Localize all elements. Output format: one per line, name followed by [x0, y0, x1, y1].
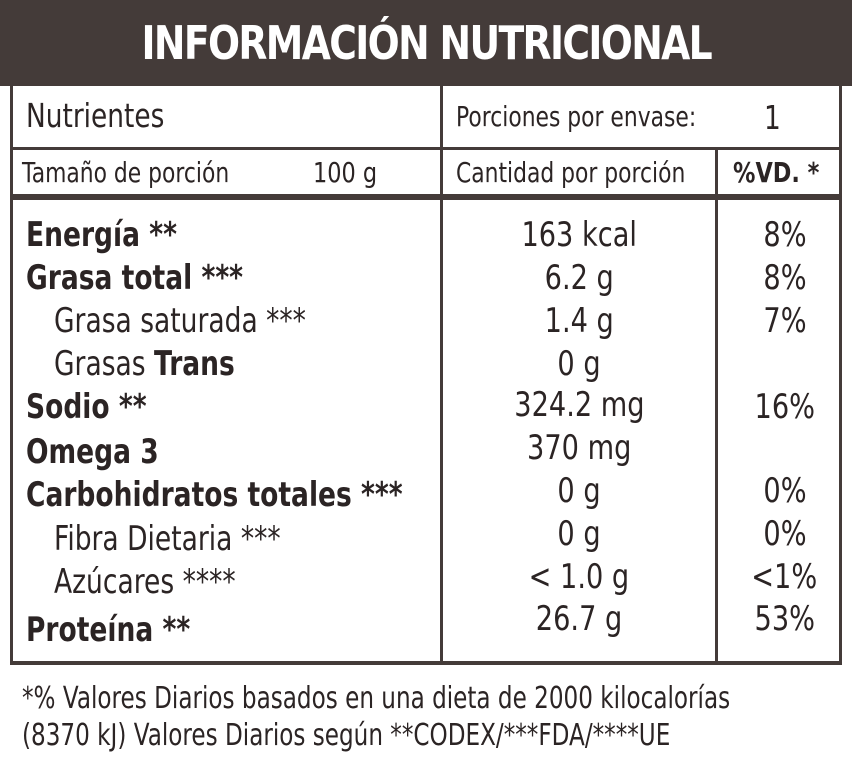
table-right-border	[839, 86, 842, 664]
nutrient-amount: 0 g	[557, 344, 601, 384]
nutrient-daily-value: 53%	[754, 599, 815, 639]
nutrient-amount: 6.2 g	[544, 258, 614, 298]
servings-per-container-value: 1	[764, 98, 781, 137]
nutrient-daily-value: 0%	[762, 514, 807, 554]
nutrient-daily-value: <1%	[751, 557, 818, 597]
table-bottom-border	[10, 661, 842, 665]
nutrient-amount: 1.4 g	[544, 301, 614, 341]
nutrient-amount: 26.7 g	[535, 599, 623, 639]
nutrient-label: Omega 3	[26, 432, 159, 472]
serving-size-label: Tamaño de porción	[22, 156, 230, 189]
nutrient-label: Grasa total ***	[26, 258, 244, 298]
nutrient-label: Grasa saturada ***	[54, 301, 306, 341]
subheader-row-divider	[10, 194, 842, 200]
servings-per-container-label: Porciones por envase:	[456, 100, 697, 133]
daily-value-heading: %VD. *	[733, 156, 820, 189]
nutrient-daily-value	[717, 343, 852, 386]
column-divider-main	[440, 86, 443, 664]
nutrient-daily-value: 0%	[762, 471, 807, 511]
title-banner: INFORMACIÓN NUTRICIONAL	[0, 0, 852, 86]
nutrient-amount: 324.2 mg	[513, 385, 645, 425]
column-divider-dv	[715, 150, 718, 664]
nutrient-label: Carbohidratos totales ***	[26, 475, 403, 515]
nutrient-label: Energía **	[26, 215, 178, 255]
nutrient-amount: 163 kcal	[521, 215, 637, 255]
amount-per-serving-heading: Cantidad por porción	[456, 156, 686, 189]
nutrient-label: Sodio **	[26, 387, 147, 427]
header-row-divider	[10, 147, 842, 150]
nutrient-daily-value	[717, 431, 852, 474]
nutrient-label: Azúcares ****	[54, 562, 236, 602]
nutrient-daily-value: 16%	[754, 387, 815, 427]
nutrient-daily-value: 7%	[762, 301, 807, 341]
serving-size-value: 100 g	[313, 156, 378, 189]
nutrient-label: Proteína **	[26, 610, 191, 650]
nutrients-heading: Nutrientes	[26, 96, 165, 135]
nutrient-amount: 0 g	[557, 471, 601, 511]
page-title: INFORMACIÓN NUTRICIONAL	[141, 16, 712, 70]
nutrient-label: Grasas Trans	[54, 344, 235, 384]
nutrient-daily-value: 8%	[762, 258, 807, 298]
nutrient-daily-value: 8%	[762, 215, 807, 255]
nutrient-amount: 0 g	[557, 514, 601, 554]
table-left-border	[10, 86, 13, 664]
nutrient-label: Fibra Dietaria ***	[54, 519, 281, 559]
footnote-line-1: *% Valores Diarios basados en una dieta …	[22, 681, 731, 716]
nutrient-amount: 370 mg	[526, 428, 632, 468]
footnote-line-2: (8370 kJ) Valores Diarios según **CODEX/…	[22, 718, 671, 753]
nutrient-amount: < 1.0 g	[528, 557, 630, 597]
